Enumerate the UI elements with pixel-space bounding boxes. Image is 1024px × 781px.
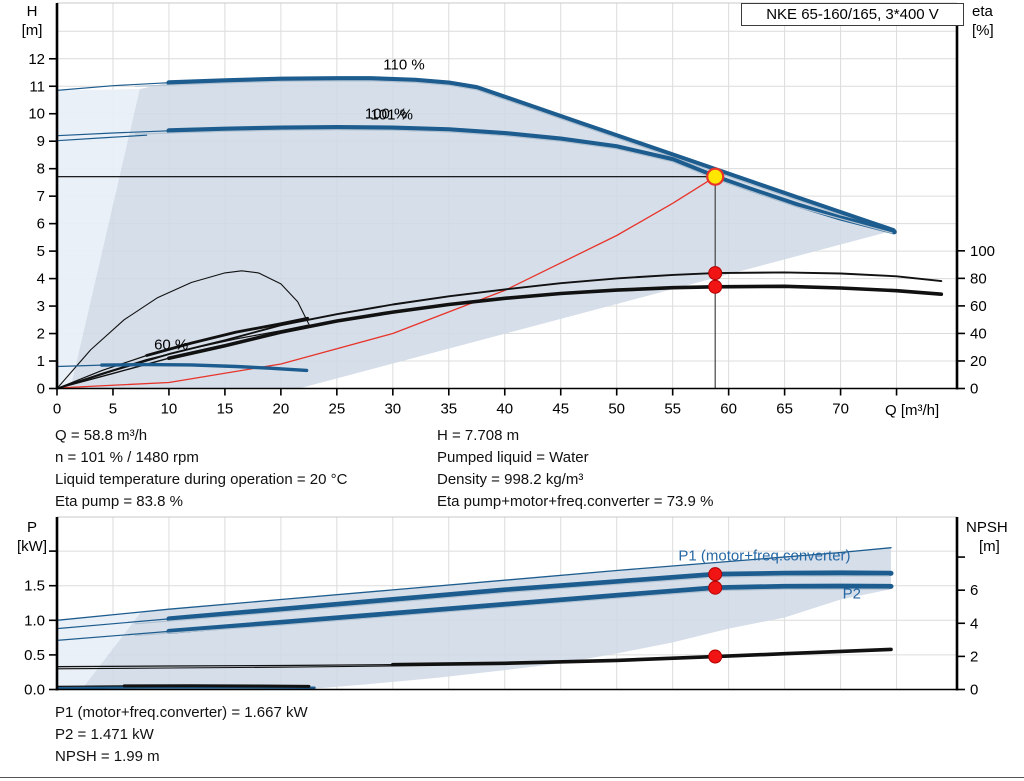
eta-curve-60pct — [56, 270, 311, 390]
eta-pump-curve — [56, 271, 943, 390]
q-axis-label: Q [m³/h] — [885, 402, 940, 419]
h-axis-label: H — [26, 3, 38, 20]
bottom-tick-label: 70 — [832, 401, 849, 418]
result-npsh: NPSH = 1.99 m — [55, 748, 160, 765]
left-tick-label: 0.5 — [24, 647, 45, 664]
h-axis-unit: [m] — [21, 22, 43, 39]
p2-inner-line — [134, 588, 890, 637]
p1-curve — [166, 570, 894, 622]
left-tick-label: 0 — [37, 381, 45, 398]
bottom-tick-label: 10 — [161, 401, 178, 418]
bottom-tick-label: 55 — [664, 401, 681, 418]
left-tick-label: 0.0 — [24, 682, 45, 699]
max-speed-curve-110 — [166, 76, 896, 233]
left-tick-label: 6 — [37, 216, 45, 233]
power-npsh-chart[interactable]: 0.0 0.5 1.0 1.5 0 2 4 6 — [24, 516, 978, 699]
p1-max-speed-thin — [56, 547, 892, 621]
right-tick-label: 60 — [970, 298, 987, 315]
p1-inner-line — [134, 575, 890, 625]
envelope-main-p — [81, 547, 892, 690]
result-p1: P1 (motor+freq.converter) = 1.667 kW — [55, 704, 308, 721]
operating-point[interactable] — [706, 167, 725, 186]
p-axis-label: P — [26, 519, 37, 536]
npsh-thin-companion — [56, 665, 394, 670]
right-tick-label: 2 — [970, 648, 978, 665]
left-tick-label: 5 — [37, 243, 45, 260]
bottom-tick-label: 45 — [552, 401, 569, 418]
left-tick-label: 10 — [28, 106, 45, 123]
eta-curve-bundle-a — [145, 316, 310, 357]
bottom-tick-label: 40 — [496, 401, 513, 418]
result-eta-pump: Eta pump = 83.8 % — [55, 493, 183, 510]
left-tick-label: 11 — [29, 78, 45, 95]
left-tick-label: 12 — [28, 51, 45, 68]
eta-total-point[interactable] — [708, 279, 723, 294]
p2-point[interactable] — [708, 580, 723, 595]
left-tick-label: 1.5 — [24, 578, 45, 595]
speed-curve-100-start — [56, 134, 148, 142]
p2-curve — [166, 583, 894, 634]
envelope-outer — [57, 89, 140, 389]
result-h: H = 7.708 m — [437, 427, 520, 444]
separator-line — [0, 777, 1024, 778]
right-tick-label: 6 — [970, 582, 978, 599]
left-tick-label: 4 — [37, 271, 45, 288]
result-q: Q = 58.8 m³/h — [55, 427, 148, 444]
left-tick-label: 9 — [37, 133, 45, 150]
bottom-tick-label: 25 — [329, 401, 346, 418]
bottom-tick-label: 35 — [440, 401, 457, 418]
pump-title-box: NKE 65-160/165, 3*400 V — [741, 3, 964, 26]
right-tick-label: 80 — [970, 270, 987, 287]
result-speed: n = 101 % / 1480 rpm — [55, 449, 199, 466]
min-speed-curve — [100, 362, 309, 373]
right-tick-label: 0 — [970, 381, 978, 398]
min-speed-black-line — [122, 684, 311, 688]
right-tick-label: 4 — [970, 615, 978, 632]
left-tick-label: 3 — [37, 298, 45, 315]
left-tick-label: 1 — [37, 353, 45, 370]
right-tick-label: 0 — [970, 682, 978, 699]
max-speed-inner-line — [134, 80, 892, 233]
envelope-main — [70, 78, 894, 389]
eta-axis-unit: [%] — [972, 22, 994, 39]
npsh-axis-unit: [m] — [979, 538, 1000, 555]
result-density: Density = 998.2 kg/m³ — [437, 471, 584, 488]
right-tick-label: 20 — [970, 353, 987, 370]
bottom-tick-label: 20 — [273, 401, 290, 418]
left-tick-label: 2 — [37, 326, 45, 343]
npsh-point[interactable] — [708, 649, 723, 664]
result-pumped-liquid: Pumped liquid = Water — [437, 449, 589, 466]
system-curve — [56, 176, 716, 389]
eta-axis-label: eta — [972, 3, 993, 20]
right-tick-label: 40 — [970, 325, 987, 342]
right-tick-label: 100 — [970, 243, 995, 260]
bottom-tick-label: 5 — [109, 401, 117, 418]
p-axis-unit: [kW] — [17, 538, 47, 555]
left-tick-label: 8 — [37, 161, 45, 178]
bottom-tick-label: 65 — [776, 401, 793, 418]
p1-point[interactable] — [708, 567, 723, 582]
bottom-tick-label: 30 — [384, 401, 401, 418]
bottom-tick-label: 15 — [217, 401, 234, 418]
duty-speed-curve-101 — [166, 125, 897, 235]
left-tick-label: 7 — [37, 188, 45, 205]
bottom-tick-label: 50 — [608, 401, 625, 418]
result-liquid-temp: Liquid temperature during operation = 20… — [55, 471, 348, 488]
left-tick-label: 1.0 — [24, 612, 45, 629]
envelope-outer-p — [57, 612, 141, 690]
bottom-tick-label: 60 — [720, 401, 737, 418]
result-p2: P2 = 1.471 kW — [55, 726, 154, 743]
bottom-tick-label: 0 — [53, 401, 61, 418]
eta-total-curve — [167, 284, 944, 361]
npsh-axis-label: NPSH — [966, 519, 1008, 536]
eta-pump-point[interactable] — [708, 266, 723, 281]
result-eta-total: Eta pump+motor+freq.converter = 73.9 % — [437, 493, 714, 510]
